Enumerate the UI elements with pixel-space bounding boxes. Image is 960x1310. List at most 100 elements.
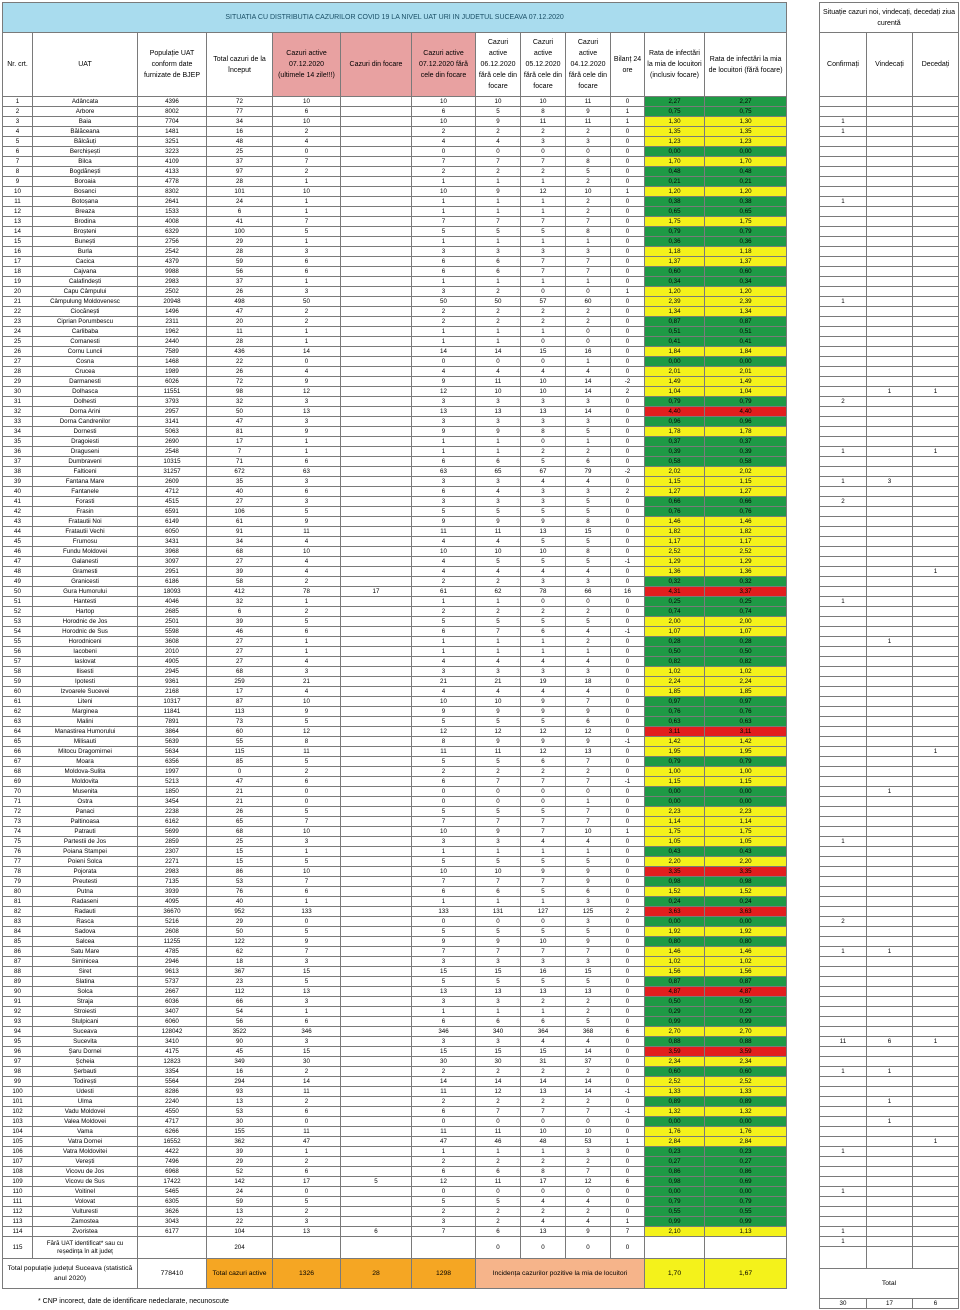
cell-rate-excl: 2,24 [703,676,788,687]
cell-nr: 40 [2,486,33,497]
cell-nr: 88 [2,966,33,977]
cell-outbreak-cases [340,686,412,697]
cell-active-0412: 2 [565,306,611,317]
cell-active-no-outbreak: 6 [411,106,476,117]
table-row: 24 Carlibaba 1962 11 1 1 1 1 0 0 0,51 0,51 [2,326,788,337]
cell-active-no-outbreak: 6 [411,886,476,897]
side-row [819,1126,960,1137]
cell-active-0512: 3 [520,956,566,967]
cell-rate-incl: 1,00 [644,766,705,777]
cell-total-cases: 29 [206,236,273,247]
cell-deceased [911,596,960,607]
side-row [819,236,960,247]
cell-active-0512: 127 [520,906,566,917]
cell-active-cases: 1 [272,1146,341,1157]
cell-population: 2440 [137,336,207,347]
cell-active-0612: 5 [475,756,521,767]
cell-active-0612: 12 [475,726,521,737]
cell-rate-incl: 0,00 [644,796,705,807]
cell-outbreak-cases [340,886,412,897]
cell-uat: Iaslovat [32,656,138,667]
cell-confirmed [819,626,867,637]
cell-nr: 42 [2,506,33,517]
cell-uat: Fantanele [32,486,138,497]
table-row: 87 Siminicea 2946 18 3 3 3 3 3 0 1,02 1,02 [2,956,788,967]
side-row: 1 [819,1186,960,1197]
cell-population: 3407 [137,1006,207,1017]
cell-population: 5737 [137,976,207,987]
cell-active-0512: 1 [520,1146,566,1157]
cell-confirmed [819,486,867,497]
cell-deceased [911,186,960,197]
cell-population: 1989 [137,366,207,377]
cell-deceased: 1 [911,446,960,457]
cell-total-cases: 17 [206,436,273,447]
cell-nr: 38 [2,466,33,477]
cell-population: 2946 [137,956,207,967]
table-row: 35 Dragoiesti 2690 17 1 1 1 0 1 0 0,37 0,37 [2,436,788,447]
side-row [819,1206,960,1217]
cell-uat: Dorna Candrenilor [32,416,138,427]
header-outbreak-cases: Cazuri din focare [340,32,412,97]
cell-nr: 69 [2,776,33,787]
cell-recovered [866,1226,913,1237]
cell-population: 6968 [137,1166,207,1177]
table-row: 68 Moldova-Sulita 1997 0 2 2 2 2 2 0 1,00 1,00 [2,766,788,777]
cell-active-0512: 2 [520,126,566,137]
cell-total-cases: 25 [206,836,273,847]
cell-nr: 29 [2,376,33,387]
cell-active-0412: 4 [565,566,611,577]
cell-recovered [866,336,913,347]
cell-active-no-outbreak: 12 [411,386,476,397]
cell-population: 4778 [137,176,207,187]
cell-active-0612: 9 [475,736,521,747]
cell-recovered [866,196,913,207]
cell-active-cases: 12 [272,386,341,397]
cell-outbreak-cases [340,716,412,727]
cell-active-0412: 15 [565,526,611,537]
side-row [819,336,960,347]
cell-active-0612: 2 [475,126,521,137]
cell-active-0412: 1 [565,236,611,247]
cell-outbreak-cases [340,966,412,977]
cell-rate-excl: 3,63 [703,906,788,917]
cell-rate-excl: 1,02 [703,666,788,677]
cell-rate-incl: 2,20 [644,856,705,867]
cell-total-cases: 104 [206,1226,273,1237]
cell-active-0612: 3 [475,396,521,407]
cell-rate-excl: 1,13 [703,1226,788,1237]
cell-nr: 62 [2,706,33,717]
side-row [819,606,960,617]
cell-population: 2945 [137,666,207,677]
cell-outbreak-cases [340,896,412,907]
cell-total-cases: 30 [206,1116,273,1127]
side-row [819,906,960,917]
cell-active-0512: 13 [520,1086,566,1097]
cell-rate-incl: 2,23 [644,806,705,817]
cell-uat: Calafindești [32,276,138,287]
cell-active-0412: 8 [565,546,611,557]
cell-confirmed [819,906,867,917]
cell-uat: Partestii de Jos [32,836,138,847]
table-row: 23 Ciprian Porumbescu 2311 20 2 2 2 2 2 0 0,87 0,87 [2,316,788,327]
cell-population: 3968 [137,546,207,557]
cell-total-cases: 122 [206,936,273,947]
cell-confirmed [819,1086,867,1097]
cell-active-no-outbreak: 3 [411,286,476,297]
cell-recovered [866,916,913,927]
cell-rate-excl: 1,82 [703,526,788,537]
cell-population: 3793 [137,396,207,407]
cell-uat: Fundu Moldovei [32,546,138,557]
cell-outbreak-cases [340,206,412,217]
cell-recovered [866,466,913,477]
table-row: 22 Ciocănești 1496 47 2 2 2 2 2 0 1,34 1,34 [2,306,788,317]
cell-total-cases: 40 [206,486,273,497]
cell-confirmed [819,1056,867,1067]
side-title: Situație cazuri noi, vindecați, decedați… [818,2,960,33]
cell-population: 4712 [137,486,207,497]
side-row [819,976,960,987]
cell-active-0612: 4 [475,656,521,667]
total-rate-excl: 1,67 [703,1258,788,1289]
cell-active-cases: 6 [272,1016,341,1027]
side-row [819,996,960,1007]
